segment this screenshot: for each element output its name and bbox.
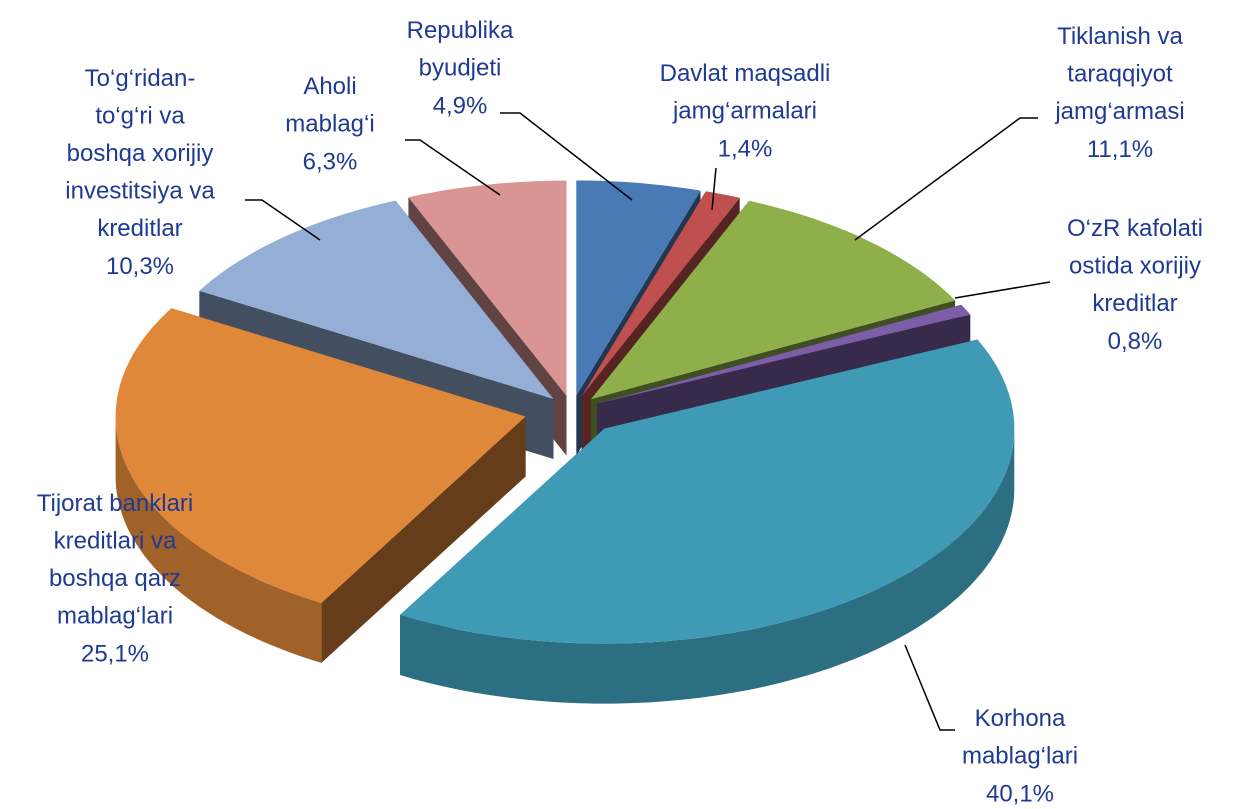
leader-line <box>904 644 955 731</box>
slice <box>115 308 526 603</box>
slice-wall <box>400 428 1015 704</box>
value-label: 10,3% <box>106 253 174 280</box>
category-label: Republika byudjeti <box>407 17 514 82</box>
slice-wall <box>115 416 322 663</box>
value-label: 4,9% <box>433 92 488 119</box>
value-label: 25,1% <box>81 640 149 667</box>
value-label: 1,4% <box>718 135 773 162</box>
slice <box>591 200 956 400</box>
slice-side <box>321 416 526 663</box>
labels: Republika byudjeti 4,9% Davlat maqsadli jamg… <box>37 17 1203 807</box>
value-label: 0,8% <box>1108 328 1163 355</box>
category-label: Davlat maqsadli jamg‘armalari <box>660 60 831 125</box>
value-label: 6,3% <box>303 148 358 175</box>
category-label: Tiklanish va taraqqiyot jamg‘armasi <box>1054 23 1184 125</box>
leader-line <box>245 199 321 241</box>
leader-line <box>405 139 501 196</box>
category-label: Korhona mablag‘lari <box>962 705 1078 770</box>
category-label: To‘g‘ridan-to‘g‘ri va boshqa xorijiy inves… <box>65 65 215 242</box>
pie <box>115 180 1015 704</box>
slice <box>400 339 1015 644</box>
category-label: Aholi mablag‘i <box>285 73 374 138</box>
category-label: Tijorat banklari kreditlari va boshqa qarz… <box>37 490 194 630</box>
value-label: 11,1% <box>1087 136 1153 163</box>
leader-line <box>711 167 717 211</box>
slice <box>199 200 554 399</box>
leader-line <box>500 112 633 201</box>
slice <box>576 180 701 396</box>
leader-line <box>854 117 1038 241</box>
leader-line <box>954 281 1051 299</box>
slice <box>408 180 567 396</box>
slice <box>597 304 971 404</box>
value-label: 40,1% <box>986 780 1054 807</box>
slice <box>581 191 740 397</box>
category-label: O‘zR kafolati ostida xorijiy kreditlar <box>1067 215 1203 317</box>
